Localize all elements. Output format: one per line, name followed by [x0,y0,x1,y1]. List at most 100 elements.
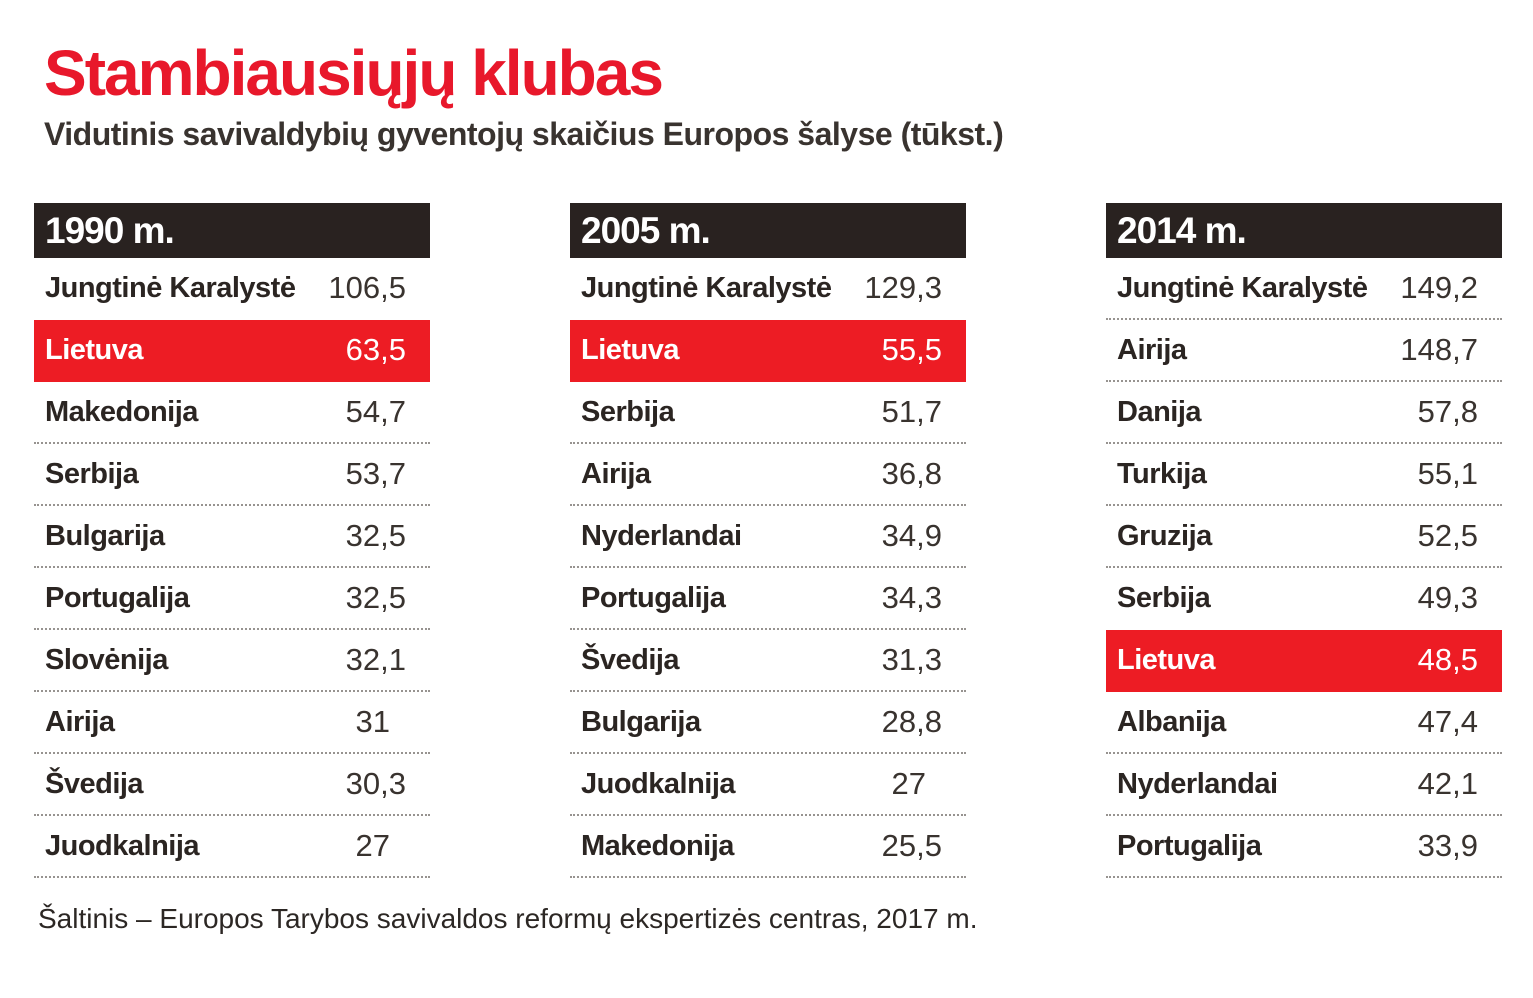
table-row: Serbija 53,7 [34,444,430,506]
country-label: Portugalija [581,581,726,614]
table-row: Airija 36,8 [570,444,966,506]
table-row: Jungtinė Karalystė 106,5 [34,258,430,320]
value-label: 47,4 [1417,704,1478,739]
value-label: 34,3 [881,580,942,615]
column-header-2005: 2005 m. [570,203,966,258]
value-label: 148,7 [1400,332,1478,367]
country-label: Jungtinė Karalystė [1117,271,1368,304]
value-label: 149,2 [1400,270,1478,305]
page-subtitle: Vidutinis savivaldybių gyventojų skaičiu… [44,116,1004,152]
value-label: 54,7 [345,394,406,429]
table-row: Albanija 47,4 [1106,692,1502,754]
country-label: Nyderlandai [1117,767,1278,800]
value-label: 25,5 [881,828,942,863]
country-label: Airija [45,705,115,738]
country-label: Serbija [581,395,675,428]
column-header-1990: 1990 m. [34,203,430,258]
table-row: Bulgarija 32,5 [34,506,430,568]
table-row: Nyderlandai 34,9 [570,506,966,568]
value-label: 51,7 [881,394,942,429]
column-header-label: 2005 m. [581,209,711,251]
country-label: Švedija [45,767,144,800]
value-label: 31,3 [881,642,942,677]
country-label: Portugalija [45,581,190,614]
value-label: 55,1 [1417,456,1478,491]
value-label: 32,5 [345,580,406,615]
country-label: Lietuva [581,333,680,366]
country-label: Portugalija [1117,829,1262,862]
table-row: Serbija 49,3 [1106,568,1502,630]
country-label: Bulgarija [581,705,701,738]
tables-container: 1990 m. Jungtinė Karalystė 106,5 Lietuva… [34,203,1502,878]
table-row-highlighted: Lietuva 55,5 [570,320,966,382]
country-label: Gruzija [1117,519,1212,552]
country-label: Bulgarija [45,519,165,552]
column-header-label: 2014 m. [1117,209,1247,251]
country-label: Švedija [581,643,680,676]
value-label: 31 [355,704,390,739]
table-2014: 2014 m. Jungtinė Karalystė 149,2 Airija … [1106,203,1502,878]
source-note: Šaltinis – Europos Tarybos savivaldos re… [38,903,978,934]
table-row: Danija 57,8 [1106,382,1502,444]
table-row: Portugalija 33,9 [1106,816,1502,878]
country-label: Juodkalnija [45,829,200,862]
value-label: 55,5 [881,332,942,367]
table-row: Turkija 55,1 [1106,444,1502,506]
country-label: Turkija [1117,457,1207,490]
table-row: Portugalija 32,5 [34,568,430,630]
value-label: 36,8 [881,456,942,491]
table-row: Gruzija 52,5 [1106,506,1502,568]
value-label: 33,9 [1417,828,1478,863]
value-label: 27 [355,828,390,863]
value-label: 48,5 [1417,642,1478,677]
table-row: Portugalija 34,3 [570,568,966,630]
table-row: Makedonija 25,5 [570,816,966,878]
table-row: Jungtinė Karalystė 149,2 [1106,258,1502,320]
value-label: 106,5 [328,270,406,305]
table-row: Švedija 31,3 [570,630,966,692]
country-label: Makedonija [45,395,198,428]
country-label: Lietuva [45,333,144,366]
table-row: Airija 31 [34,692,430,754]
table-row: Juodkalnija 27 [34,816,430,878]
value-label: 129,3 [864,270,942,305]
value-label: 42,1 [1417,766,1478,801]
table-1990: 1990 m. Jungtinė Karalystė 106,5 Lietuva… [34,203,430,878]
table-row: Makedonija 54,7 [34,382,430,444]
country-label: Jungtinė Karalystė [581,271,832,304]
table-row: Slovėnija 32,1 [34,630,430,692]
country-label: Nyderlandai [581,519,742,552]
table-row-highlighted: Lietuva 63,5 [34,320,430,382]
value-label: 32,5 [345,518,406,553]
value-label: 63,5 [345,332,406,367]
country-label: Airija [1117,333,1187,366]
column-header-2014: 2014 m. [1106,203,1502,258]
country-label: Danija [1117,395,1202,428]
country-label: Serbija [45,457,139,490]
value-label: 49,3 [1417,580,1478,615]
value-label: 52,5 [1417,518,1478,553]
country-label: Airija [581,457,651,490]
page-title: Stambiausiųjų klubas [44,37,664,109]
table-row-highlighted: Lietuva 48,5 [1106,630,1502,692]
value-label: 32,1 [345,642,406,677]
country-label: Juodkalnija [581,767,736,800]
table-2005: 2005 m. Jungtinė Karalystė 129,3 Lietuva… [570,203,966,878]
country-label: Serbija [1117,581,1211,614]
table-row: Juodkalnija 27 [570,754,966,816]
table-row: Švedija 30,3 [34,754,430,816]
table-row: Nyderlandai 42,1 [1106,754,1502,816]
value-label: 57,8 [1417,394,1478,429]
table-row: Jungtinė Karalystė 129,3 [570,258,966,320]
value-label: 28,8 [881,704,942,739]
column-header-label: 1990 m. [45,209,175,251]
table-row: Airija 148,7 [1106,320,1502,382]
country-label: Jungtinė Karalystė [45,271,296,304]
value-label: 27 [891,766,926,801]
value-label: 30,3 [345,766,406,801]
country-label: Lietuva [1117,643,1216,676]
country-label: Albanija [1117,705,1226,738]
country-label: Slovėnija [45,643,168,676]
value-label: 34,9 [881,518,942,553]
table-row: Serbija 51,7 [570,382,966,444]
